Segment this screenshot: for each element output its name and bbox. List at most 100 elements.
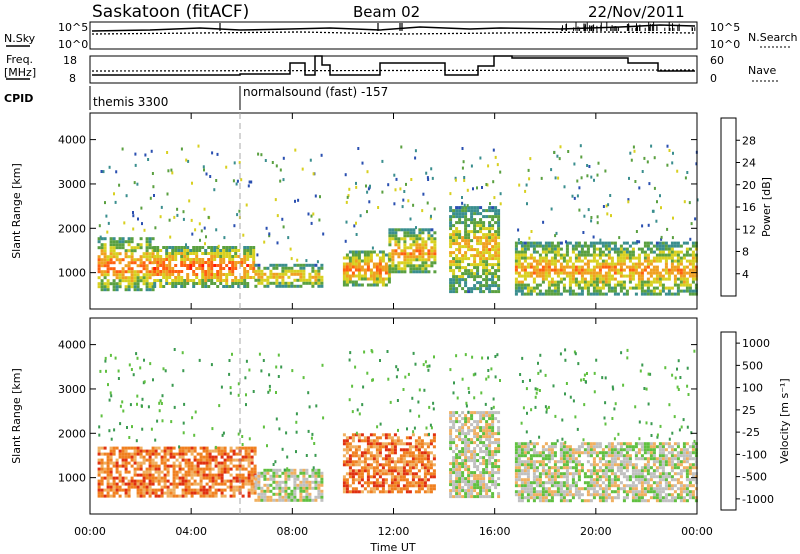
echo-cell (535, 286, 539, 290)
echo-cell (455, 290, 459, 294)
echo-cell (488, 411, 492, 415)
echo-cell (520, 292, 524, 296)
echo-cell (553, 268, 557, 272)
echo-cell (187, 464, 191, 468)
echo-cell (262, 359, 265, 362)
echo-cell (360, 484, 364, 488)
echo-cell (360, 460, 364, 464)
echo-cell (390, 439, 394, 443)
echo-cell (193, 449, 197, 453)
echo-cell (130, 273, 134, 277)
echo-cell (529, 274, 533, 278)
echo-cell (375, 277, 379, 281)
echo-cell (165, 249, 169, 252)
echo-cell (559, 475, 563, 479)
echo-cell (577, 250, 581, 254)
echo-cell (485, 281, 489, 285)
echo-cell (619, 259, 623, 263)
echo-cell (547, 262, 551, 266)
echo-cell (186, 264, 190, 267)
echo-cell (249, 255, 253, 258)
echo-cell (421, 231, 425, 235)
echo-cell (142, 273, 146, 277)
echo-cell (351, 433, 355, 437)
echo-cell (553, 280, 557, 284)
echo-cell (485, 423, 489, 427)
echo-cell (556, 253, 560, 257)
echo-cell (694, 289, 698, 293)
echo-cell (346, 195, 349, 199)
echo-cell (189, 249, 193, 252)
echo-cell (117, 369, 120, 373)
echo-cell (494, 483, 498, 487)
echo-cell (473, 450, 477, 454)
echo-cell (342, 274, 346, 278)
echo-cell (402, 466, 406, 470)
echo-cell (553, 442, 557, 446)
echo-cell (308, 495, 312, 499)
echo-cell (429, 490, 433, 494)
echo-cell (391, 228, 395, 232)
echo-cell (562, 259, 566, 263)
echo-cell (497, 254, 501, 258)
echo-cell (187, 446, 191, 450)
echo-cell (388, 258, 392, 262)
echo-cell (423, 463, 427, 467)
echo-cell (263, 240, 266, 244)
echo-cell (538, 253, 542, 257)
echo-cell (320, 477, 324, 481)
echo-cell (351, 265, 355, 269)
echo-cell (482, 435, 486, 439)
echo-cell (514, 271, 518, 275)
echo-cell (219, 252, 223, 255)
echo-cell (544, 487, 548, 491)
echo-cell (538, 472, 542, 476)
echo-cell (121, 479, 125, 483)
echo-cell (188, 199, 191, 203)
echo-cell (538, 478, 542, 482)
echo-cell (229, 386, 232, 390)
echo-cell (244, 476, 248, 480)
echo-cell (458, 275, 462, 279)
echo-cell (467, 483, 471, 487)
echo-cell (384, 454, 388, 458)
echo-cell (482, 224, 486, 228)
echo-cell (415, 237, 419, 241)
echo-cell (100, 246, 104, 250)
echo-cell (121, 270, 125, 274)
echo-cell (535, 451, 539, 455)
power-colorbar-frame (720, 117, 737, 297)
echo-cell (449, 224, 453, 228)
echo-cell (613, 289, 617, 293)
echo-cell (381, 466, 385, 470)
echo-cell (607, 268, 611, 272)
echo-cell (529, 157, 532, 161)
echo-cell (375, 436, 379, 440)
echo-cell (541, 490, 545, 494)
echo-cell (198, 261, 202, 264)
echo-cell (199, 476, 203, 480)
echo-cell (133, 285, 137, 289)
echo-cell (640, 250, 644, 254)
echo-cell (421, 228, 425, 232)
echo-cell (391, 258, 395, 262)
echo-cell (574, 268, 578, 272)
echo-cell (454, 178, 457, 182)
echo-cell (160, 470, 164, 474)
echo-cell (688, 253, 692, 257)
echo-cell (453, 381, 455, 385)
echo-cell (529, 493, 533, 497)
echo-cell (153, 261, 157, 264)
echo-cell (676, 244, 680, 248)
echo-cell (553, 451, 557, 455)
echo-cell (464, 459, 468, 463)
echo-cell (485, 227, 489, 231)
echo-cell (659, 194, 661, 198)
echo-cell (396, 487, 400, 491)
echo-cell (676, 265, 680, 269)
echo-cell (571, 454, 575, 458)
echo-cell (586, 262, 590, 266)
echo-cell (242, 233, 245, 237)
echo-cell (360, 439, 364, 443)
echo-cell (250, 488, 254, 492)
